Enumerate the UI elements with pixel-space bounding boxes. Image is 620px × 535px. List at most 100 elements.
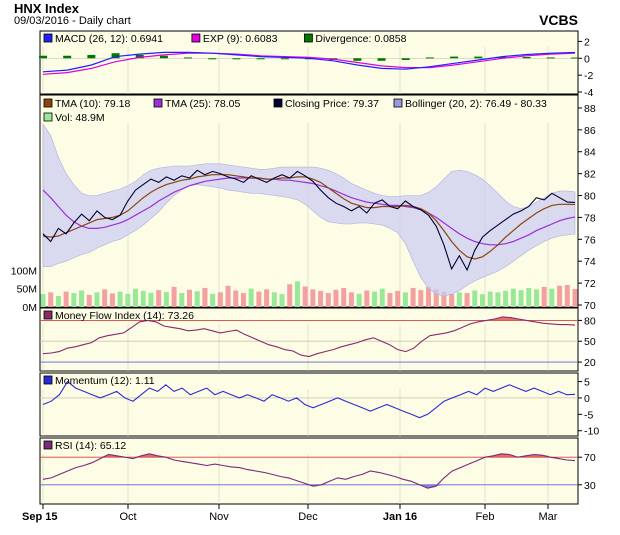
- volume-bar: [302, 286, 308, 307]
- volume-bar: [395, 290, 401, 307]
- volume-bar: [564, 285, 570, 307]
- price-axis-tick-label: 70: [584, 300, 596, 312]
- mfi-panel-axis-tick-label: 50: [584, 336, 596, 348]
- volume-bar: [356, 293, 362, 307]
- volume-bar: [71, 293, 77, 307]
- volume-bar: [202, 287, 208, 307]
- legend-label: Momentum (12): 1.11: [55, 375, 155, 387]
- divergence-bar: [159, 55, 168, 59]
- volume-bar: [418, 290, 424, 307]
- signal-line: [42, 52, 576, 75]
- tma25-line: [42, 177, 576, 246]
- mfi-panel-axis-tick-label: 80: [584, 315, 596, 327]
- legend-swatch: [43, 33, 53, 43]
- momentum-panel-frame: [39, 372, 579, 437]
- volume-bar: [325, 293, 331, 307]
- macd-legend: MACD (26, 12): 0.6941 EXP (9): 0.6083 Dive…: [43, 33, 407, 45]
- divergence-bar: [135, 54, 144, 59]
- divergence-bar: [39, 55, 47, 59]
- price-axis-tick-label: 88: [584, 103, 596, 115]
- legend-swatch: [43, 112, 53, 122]
- price-axis-tick-label: 82: [584, 169, 596, 181]
- legend-swatch: [43, 375, 53, 385]
- legend-swatch: [393, 98, 403, 108]
- volume-bar: [549, 288, 555, 307]
- macd-axis-tick-label: -4: [584, 87, 593, 99]
- legend-swatch: [43, 310, 53, 320]
- volume-bar: [348, 292, 354, 307]
- legend-label: Money Flow Index (14): 73.26: [55, 310, 194, 322]
- volume-bar: [464, 293, 470, 307]
- volume-bar: [449, 293, 455, 307]
- volume-bar: [217, 292, 223, 307]
- volume-tick-label: 100M: [11, 265, 37, 277]
- volume-bar: [140, 290, 146, 307]
- volume-bar: [410, 287, 416, 307]
- divergence-bar: [111, 53, 120, 59]
- legend-swatch: [153, 98, 163, 108]
- volume-bar: [333, 289, 339, 307]
- volume-bar: [456, 292, 462, 307]
- volume-bar: [518, 290, 524, 307]
- volume-bar: [526, 287, 532, 307]
- price-axis-tick-label: 76: [584, 234, 596, 246]
- legend-label: Divergence: 0.0858: [315, 33, 406, 45]
- divergence-bar: [522, 57, 531, 59]
- legend-label: Bollinger (20, 2): 76.49 - 80.33: [405, 98, 547, 110]
- legend-label: Vol: 48.9M: [55, 112, 105, 124]
- volume-bar: [163, 291, 169, 307]
- volume-bar: [387, 293, 393, 307]
- x-tick-label: Feb: [476, 511, 495, 523]
- volume-bar: [148, 292, 154, 307]
- volume-bar: [479, 294, 485, 307]
- volume-bar: [171, 286, 177, 307]
- volume-bar: [117, 291, 123, 307]
- macd-axis-tick-label: 0: [584, 53, 590, 65]
- volume-bar: [279, 294, 285, 307]
- divergence-bar: [401, 58, 410, 60]
- x-tick-label: Oct: [119, 511, 136, 523]
- volume-bar: [433, 289, 439, 307]
- momentum-panel-legend: Momentum (12): 1.11: [43, 375, 155, 387]
- momentum-panel-axis-tick-label: -10: [584, 426, 599, 438]
- brand-label: VCBS: [539, 12, 578, 28]
- legend-swatch: [43, 440, 53, 450]
- legend-swatch: [273, 98, 283, 108]
- momentum-panel-line: [42, 380, 576, 419]
- price-axis-tick-label: 72: [584, 278, 596, 290]
- macd-axis-tick-label: 2: [584, 36, 590, 48]
- volume-bar: [572, 289, 578, 307]
- legend-label: Closing Price: 79.37: [285, 98, 379, 110]
- x-axis: Sep 15 Oct Nov Dec Jan 16 Feb Mar: [22, 504, 558, 523]
- divergence-bar: [280, 58, 289, 60]
- rsi-panel-axis-tick-label: 30: [584, 480, 596, 492]
- bollinger-band: [42, 123, 576, 297]
- volume-bar: [271, 292, 277, 307]
- volume-bar: [40, 294, 46, 307]
- legend-swatch: [191, 33, 201, 43]
- rsi-panel-axis-tick-label: 70: [584, 452, 596, 464]
- x-tick-label: Dec: [298, 511, 318, 523]
- chart-subtitle: 09/03/2016 - Daily chart: [14, 15, 131, 27]
- momentum-panel-axis-tick-label: 0: [584, 393, 590, 405]
- mfi-panel-legend: Money Flow Index (14): 73.26: [43, 310, 194, 322]
- price-axis-tick-label: 84: [584, 147, 596, 159]
- volume-bar: [133, 288, 139, 307]
- volume-bar: [557, 285, 563, 307]
- mfi-panel-frame: [39, 307, 579, 372]
- price-legend: TMA (10): 79.18 TMA (25): 78.05 Closing Pr…: [43, 98, 547, 124]
- price-axis-tick-label: 86: [584, 125, 596, 137]
- x-tick-label: Jan 16: [383, 511, 417, 523]
- volume-bar: [318, 290, 324, 307]
- momentum-panel-axis-tick-label: -5: [584, 409, 593, 421]
- macd-line: [42, 51, 576, 73]
- legend-swatch: [43, 98, 53, 108]
- volume-bar: [156, 290, 162, 307]
- divergence-bar: [498, 56, 507, 59]
- divergence-bar: [63, 55, 72, 59]
- legend-label: RSI (14): 65.12: [55, 440, 126, 452]
- rsi-panel-frame: [39, 437, 579, 505]
- volume-bar: [248, 288, 254, 307]
- divergence-bar: [184, 57, 193, 59]
